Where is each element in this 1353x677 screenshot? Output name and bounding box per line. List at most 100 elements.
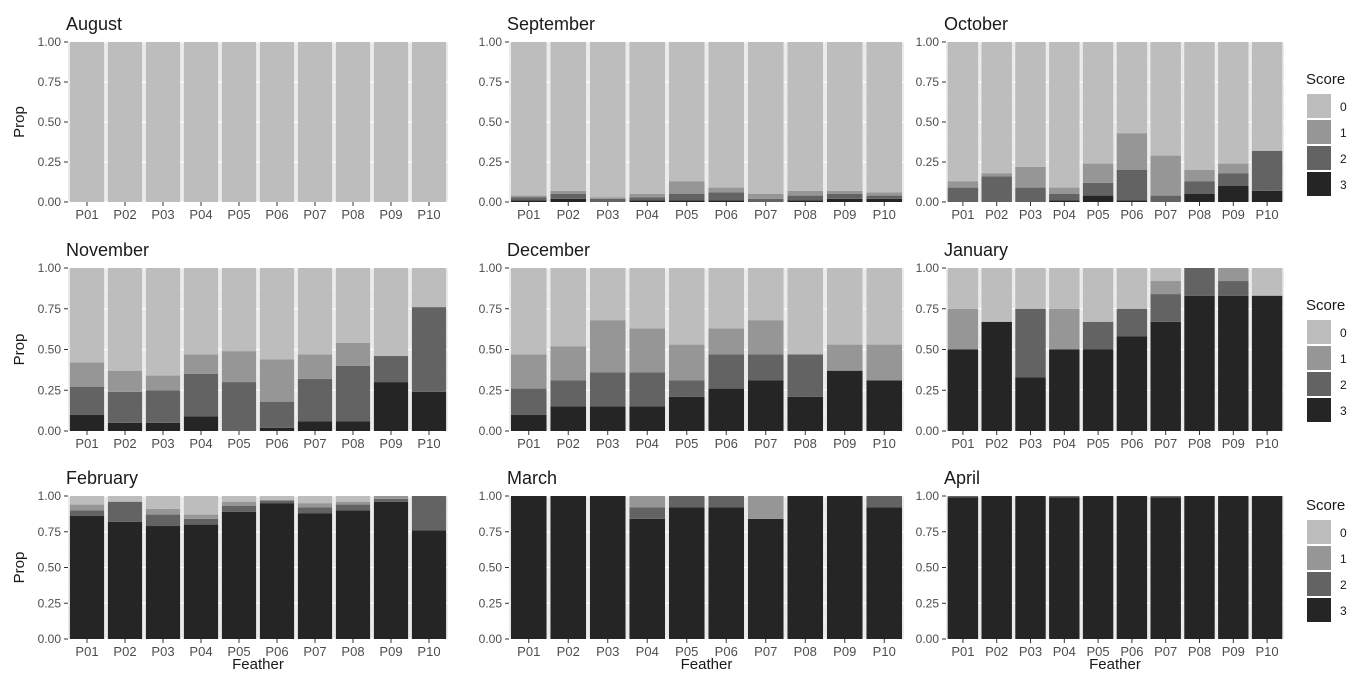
bar-segment-september-p01-score-3 <box>510 200 547 202</box>
bar-segment-august-p08-score-0 <box>335 42 371 202</box>
bar-segment-november-p08-score-2 <box>335 365 371 422</box>
bar-segment-january-p06-score-0 <box>1116 268 1148 309</box>
x-tick-label: P06 <box>715 207 738 222</box>
x-tick-label: P04 <box>1053 207 1076 222</box>
bar-segment-october-p05-score-2 <box>1082 182 1114 196</box>
bar-segment-september-p10-score-3 <box>866 198 903 202</box>
bar-segment-december-p08-score-3 <box>787 396 824 431</box>
bar-segment-october-p01-score-1 <box>947 181 979 188</box>
bar-segment-november-p01-score-3 <box>69 414 105 431</box>
y-tick-label: 0.75 <box>38 75 62 89</box>
bar-segment-march-p08-score-3 <box>787 496 824 639</box>
x-tick-label: P10 <box>417 436 440 451</box>
x-tick-label: P04 <box>636 644 659 659</box>
bar-segment-january-p03-score-2 <box>1015 308 1046 378</box>
bar-segment-september-p05-score-0 <box>668 42 705 182</box>
bar-segment-december-p03-score-1 <box>589 320 626 373</box>
bar-segment-february-p10-score-2 <box>411 496 447 531</box>
bar-segment-november-p03-score-3 <box>145 422 181 431</box>
y-tick-label: 0.75 <box>916 525 940 539</box>
bar-segment-april-p09-score-3 <box>1218 496 1249 639</box>
y-tick-label: 1.00 <box>916 35 940 49</box>
bar-segment-february-p03-score-0 <box>145 496 181 509</box>
bar-segment-december-p02-score-3 <box>550 406 587 431</box>
x-tick-label: P10 <box>873 207 896 222</box>
x-tick-label: P01 <box>75 207 98 222</box>
bar-segment-november-p04-score-2 <box>183 373 219 417</box>
legend-key-score-3 <box>1307 172 1331 196</box>
bar-segment-september-p08-score-1 <box>787 190 824 196</box>
bar-segment-november-p01-score-1 <box>69 362 105 387</box>
bar-segment-december-p03-score-3 <box>589 406 626 431</box>
y-tick-label: 1.00 <box>479 489 503 503</box>
x-tick-label: P09 <box>379 207 402 222</box>
bar-segment-december-p05-score-0 <box>668 268 705 345</box>
bar-segment-november-p02-score-2 <box>107 391 143 423</box>
bar-segment-november-p04-score-0 <box>183 268 219 355</box>
y-tick-label: 0.75 <box>38 525 62 539</box>
bar-segment-january-p08-score-2 <box>1184 268 1215 296</box>
bar-segment-october-p05-score-0 <box>1082 42 1114 164</box>
x-tick-label: P08 <box>1188 207 1211 222</box>
legend-key-score-0 <box>1307 94 1331 118</box>
bar-segment-october-p08-score-2 <box>1184 181 1215 194</box>
bar-segment-october-p09-score-3 <box>1218 186 1249 202</box>
x-tick-label: P08 <box>1188 436 1211 451</box>
y-tick-label: 0.00 <box>479 424 503 438</box>
bar-segment-march-p03-score-3 <box>589 496 626 639</box>
x-tick-label: P10 <box>417 644 440 659</box>
bar-segment-september-p02-score-2 <box>550 194 587 199</box>
bar-segment-september-p05-score-3 <box>668 200 705 202</box>
bar-segment-december-p03-score-2 <box>589 372 626 407</box>
x-tick-label: P03 <box>151 644 174 659</box>
bar-segment-february-p02-score-3 <box>107 521 143 639</box>
y-tick-label: 0.50 <box>479 561 503 575</box>
bar-segment-november-p07-score-3 <box>297 421 333 431</box>
bar-segment-october-p09-score-2 <box>1218 173 1249 186</box>
x-tick-label: P01 <box>75 644 98 659</box>
y-tick-label: 1.00 <box>479 35 503 49</box>
bar-segment-october-p03-score-0 <box>1015 42 1046 167</box>
bar-segment-april-p07-score-2 <box>1150 496 1181 498</box>
x-tick-label: P03 <box>596 207 619 222</box>
bar-segment-october-p05-score-1 <box>1082 163 1114 183</box>
bar-segment-november-p10-score-0 <box>411 268 447 308</box>
bar-segment-november-p08-score-3 <box>335 421 371 431</box>
panel-title-january: January <box>944 240 1008 260</box>
legend-key-score-3 <box>1307 598 1331 622</box>
bar-segment-december-p10-score-1 <box>866 344 903 381</box>
bar-segment-november-p07-score-1 <box>297 354 333 379</box>
x-tick-label: P03 <box>151 436 174 451</box>
y-tick-label: 0.00 <box>916 195 940 209</box>
x-tick-label: P06 <box>715 436 738 451</box>
x-tick-label: P10 <box>873 644 896 659</box>
bar-segment-august-p06-score-0 <box>259 42 295 202</box>
bar-segment-january-p05-score-3 <box>1082 349 1114 431</box>
bar-segment-september-p04-score-3 <box>629 200 666 202</box>
x-tick-label: P09 <box>833 436 856 451</box>
x-tick-label: P06 <box>1120 436 1143 451</box>
bar-segment-september-p04-score-2 <box>629 197 666 201</box>
bar-segment-february-p02-score-2 <box>107 501 143 522</box>
x-tick-label: P03 <box>1019 644 1042 659</box>
x-tick-label: P10 <box>873 436 896 451</box>
bar-segment-january-p01-score-1 <box>947 308 979 350</box>
x-axis-title: Feather <box>232 656 284 673</box>
x-tick-label: P09 <box>1222 436 1245 451</box>
legend-title: Score <box>1306 71 1345 88</box>
bar-segment-september-p04-score-0 <box>629 42 666 194</box>
bar-segment-october-p09-score-0 <box>1218 42 1249 164</box>
legend-key-score-1 <box>1307 546 1331 570</box>
y-tick-label: 0.50 <box>479 115 503 129</box>
x-tick-label: P03 <box>596 436 619 451</box>
bar-segment-december-p10-score-3 <box>866 380 903 431</box>
bar-segment-september-p02-score-3 <box>550 198 587 202</box>
bar-segment-december-p07-score-1 <box>747 320 784 355</box>
panel-title-september: September <box>507 14 595 34</box>
bar-segment-october-p10-score-3 <box>1251 190 1283 202</box>
bar-segment-november-p08-score-0 <box>335 268 371 343</box>
bar-segment-december-p07-score-2 <box>747 354 784 381</box>
bar-segment-october-p02-score-1 <box>981 173 1012 177</box>
bar-segment-october-p03-score-2 <box>1015 187 1046 202</box>
